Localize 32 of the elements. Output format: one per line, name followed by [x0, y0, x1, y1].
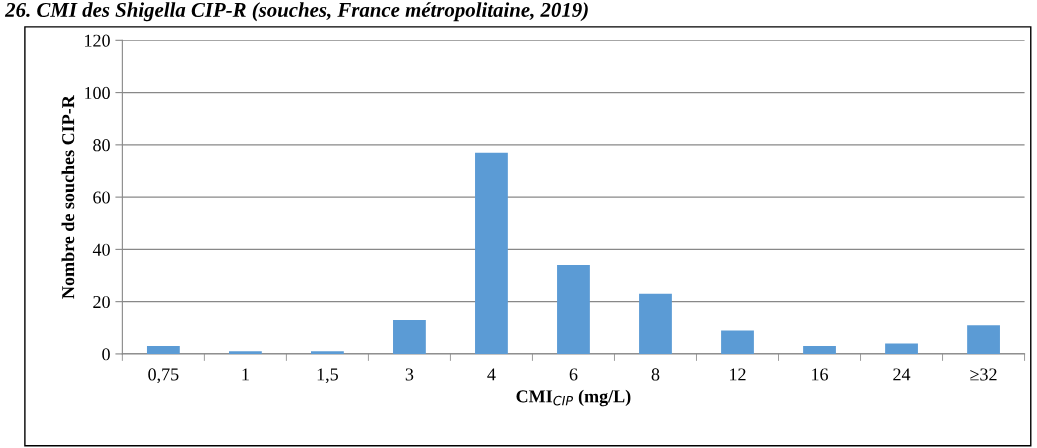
- x-tick-label: 12: [730, 368, 746, 381]
- y-tick-label: 80: [93, 139, 110, 152]
- x-tick-label: 4: [487, 368, 496, 381]
- x-tick-label: 16: [812, 368, 828, 381]
- x-tick-label: 1: [242, 368, 249, 381]
- bar: [803, 346, 836, 354]
- chart-title: 26. CMI des Shigella CIP-R (souches, France métropolitaine, 2019): [4, 2, 588, 22]
- x-tick-label: 0,75: [148, 368, 179, 384]
- bar: [146, 346, 180, 354]
- x-tick-label: 3: [405, 368, 414, 381]
- x-tick-label: 6: [569, 368, 578, 381]
- x-tick-label: ≥32: [970, 368, 997, 381]
- bar: [228, 351, 262, 354]
- y-tick-label: 20: [93, 295, 110, 309]
- bar: [967, 325, 1000, 354]
- y-tick-label: 0: [102, 348, 110, 361]
- x-axis-title: CMI$_{CIP}$ (mg/L): [516, 389, 631, 407]
- x-tick-label: 8: [651, 368, 660, 381]
- y-tick-label: 100: [85, 86, 110, 100]
- y-axis-title: Nombre de souches CIP-R: [61, 95, 75, 299]
- bar: [393, 319, 426, 354]
- bar: [557, 265, 590, 354]
- x-tick-label: 24: [893, 368, 911, 381]
- bar: [311, 351, 344, 354]
- y-tick-label: 60: [93, 191, 110, 204]
- bar: [721, 330, 754, 354]
- y-tick-label: 40: [92, 243, 110, 256]
- bar: [885, 343, 918, 354]
- x-tick-label: 1,5: [317, 368, 338, 384]
- bar: [639, 293, 672, 354]
- y-tick-label: 120: [85, 34, 110, 47]
- bar: [475, 152, 508, 354]
